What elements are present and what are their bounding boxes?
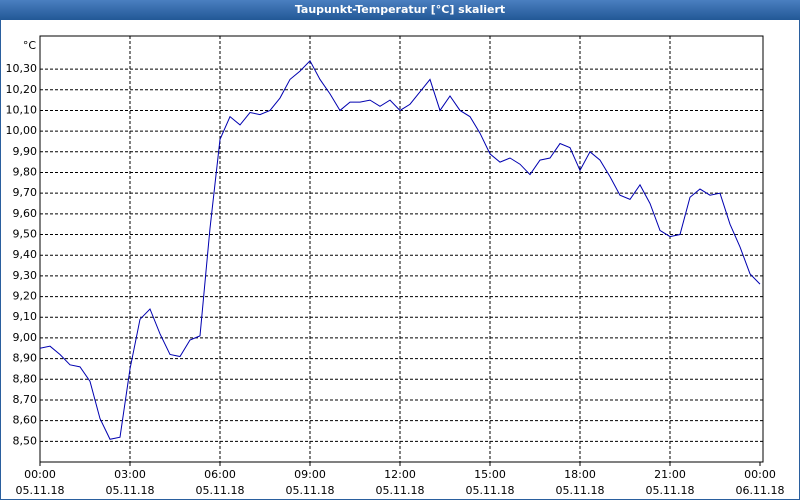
x-tick-label: 18:00: [564, 468, 596, 481]
x-tick-date: 05.11.18: [16, 484, 65, 497]
y-tick-label: 9,20: [13, 290, 38, 303]
y-tick-label: 10,20: [6, 83, 38, 96]
x-tick-label: 09:00: [294, 468, 326, 481]
title-bar: [0, 0, 800, 20]
y-tick-label: 8,90: [13, 352, 38, 365]
x-tick-label: 06:00: [204, 468, 236, 481]
y-tick-label: 9,50: [13, 228, 38, 241]
x-tick-date: 05.11.18: [646, 484, 695, 497]
y-tick-label: 10,00: [6, 124, 38, 137]
plot-frame: [39, 35, 764, 463]
y-tick-label: 9,90: [13, 145, 38, 158]
y-tick-label: 10,30: [6, 62, 38, 75]
y-tick-label: 9,40: [13, 248, 38, 261]
x-tick-label: 12:00: [384, 468, 416, 481]
y-tick-label: 9,10: [13, 310, 38, 323]
data-line: [39, 59, 761, 440]
y-tick-label: 9,70: [13, 186, 38, 199]
y-tick-label: 9,00: [13, 331, 38, 344]
x-tick-date: 05.11.18: [286, 484, 335, 497]
y-unit: °C: [23, 39, 37, 52]
x-tick-label: 15:00: [474, 468, 506, 481]
chart-title: Taupunkt-Temperatur [°C] skaliert: [295, 3, 505, 16]
y-tick-label: 10,10: [6, 103, 38, 116]
y-tick-label: 8,50: [13, 434, 38, 447]
y-tick-label: 9,30: [13, 269, 38, 282]
y-tick-label: 8,70: [13, 393, 38, 406]
x-tick-label: 03:00: [114, 468, 146, 481]
x-tick-label: 00:00: [24, 468, 56, 481]
x-tick-date: 06.11.18: [736, 484, 785, 497]
x-tick-date: 05.11.18: [106, 484, 155, 497]
x-tick-date: 05.11.18: [466, 484, 515, 497]
x-tick-date: 05.11.18: [196, 484, 245, 497]
x-tick-label: 00:00: [744, 468, 776, 481]
y-tick-label: 8,60: [13, 414, 38, 427]
x-tick-label: 21:00: [654, 468, 686, 481]
y-tick-label: 9,60: [13, 207, 38, 220]
y-tick-label: 9,80: [13, 165, 38, 178]
y-tick-label: 8,80: [13, 372, 38, 385]
x-tick-date: 05.11.18: [556, 484, 605, 497]
x-tick-date: 05.11.18: [376, 484, 425, 497]
